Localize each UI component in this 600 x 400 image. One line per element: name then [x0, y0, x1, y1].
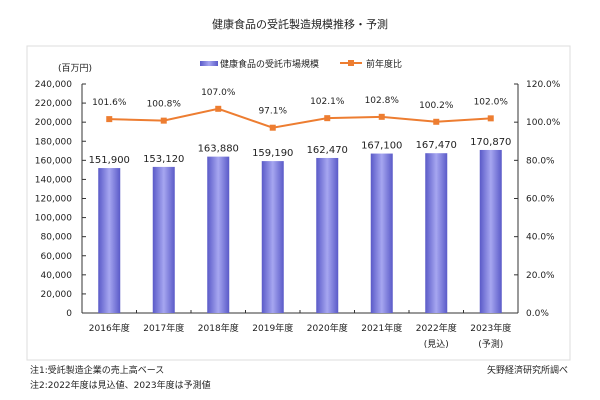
bar-data-label: 159,190 — [252, 148, 293, 159]
x-tick-label: 2022年度 — [416, 322, 457, 334]
y-axis-unit: (百万円) — [58, 63, 92, 74]
bar-data-label: 163,880 — [198, 144, 239, 155]
x-tick-label: 2018年度 — [198, 322, 239, 334]
y2-tick-label: 40.0% — [526, 233, 555, 243]
legend-line-marker — [348, 60, 354, 66]
ratio-marker — [160, 117, 167, 124]
x-tick-label: 2021年度 — [361, 322, 402, 334]
y-tick-label: 80,000 — [41, 233, 73, 243]
ratio-marker — [215, 105, 222, 112]
ratio-marker — [106, 116, 113, 123]
ratio-marker — [324, 115, 331, 122]
bar — [425, 153, 448, 313]
legend-line-label: 前年度比 — [366, 58, 402, 70]
ratio-marker — [269, 124, 276, 131]
bar-data-label: 170,870 — [470, 137, 511, 148]
y-tick-label: 20,000 — [41, 290, 73, 300]
x-tick-sublabel: (見込) — [424, 339, 449, 350]
ratio-data-label: 102.0% — [474, 97, 509, 107]
ratio-data-label: 101.6% — [92, 98, 127, 108]
y2-tick-label: 60.0% — [526, 195, 555, 205]
x-tick-label: 2017年度 — [143, 322, 184, 334]
x-tick-sublabel: (予測) — [478, 338, 503, 350]
y-tick-label: 100,000 — [35, 214, 72, 224]
bar — [152, 166, 175, 313]
bar-data-label: 167,100 — [361, 141, 402, 152]
bar-data-label: 153,120 — [143, 154, 184, 165]
y-tick-label: 200,000 — [35, 118, 72, 128]
ratio-data-label: 100.2% — [419, 101, 454, 111]
bar-data-label: 151,900 — [89, 155, 130, 166]
y-tick-label: 60,000 — [41, 252, 73, 262]
legend-bar-label: 健康食品の受託市場規模 — [220, 58, 319, 70]
bar — [98, 168, 121, 313]
bar — [479, 149, 502, 313]
note-2: 注2:2022年度は見込値、2023年度は予測値 — [30, 379, 211, 391]
ratio-marker — [487, 115, 494, 122]
y2-tick-label: 120.0% — [526, 80, 561, 90]
bar — [207, 156, 230, 313]
source: 矢野経済研究所調べ — [487, 364, 568, 376]
ratio-data-label: 97.1% — [258, 107, 287, 117]
x-tick-label: 2023年度 — [470, 322, 511, 334]
ratio-data-label: 102.1% — [310, 97, 345, 107]
y-tick-label: 220,000 — [35, 99, 72, 109]
chart-title: 健康食品の受託製造規模推移・予測 — [212, 17, 388, 31]
legend-bar-swatch — [200, 61, 218, 66]
y-tick-label: 40,000 — [41, 271, 73, 281]
y2-tick-label: 80.0% — [526, 156, 555, 166]
bar — [370, 153, 393, 313]
y2-tick-label: 0.0% — [526, 309, 549, 319]
note-1: 注1:受託製造企業の売上高ベース — [30, 364, 164, 376]
y-tick-label: 0 — [66, 309, 72, 319]
x-tick-label: 2020年度 — [307, 322, 348, 334]
x-tick-label: 2016年度 — [89, 322, 130, 334]
y-tick-label: 140,000 — [35, 175, 72, 185]
bar-data-label: 167,470 — [416, 140, 457, 151]
y2-tick-label: 20.0% — [526, 271, 555, 281]
ratio-data-label: 107.0% — [201, 88, 236, 98]
ratio-data-label: 100.8% — [147, 100, 182, 110]
bar — [316, 157, 339, 313]
y-tick-label: 240,000 — [35, 80, 72, 90]
ratio-line — [109, 107, 491, 129]
y-tick-label: 180,000 — [35, 137, 72, 147]
ratio-data-label: 102.8% — [365, 96, 400, 106]
y-tick-label: 160,000 — [35, 156, 72, 166]
y-tick-label: 120,000 — [35, 195, 72, 205]
bar-data-label: 162,470 — [307, 145, 348, 156]
bar — [261, 161, 284, 313]
legend: 健康食品の受託市場規模 前年度比 — [200, 58, 402, 70]
ratio-marker — [433, 118, 440, 125]
y2-tick-label: 100.0% — [526, 118, 561, 128]
ratio-marker — [378, 113, 385, 120]
x-tick-label: 2019年度 — [252, 322, 293, 334]
